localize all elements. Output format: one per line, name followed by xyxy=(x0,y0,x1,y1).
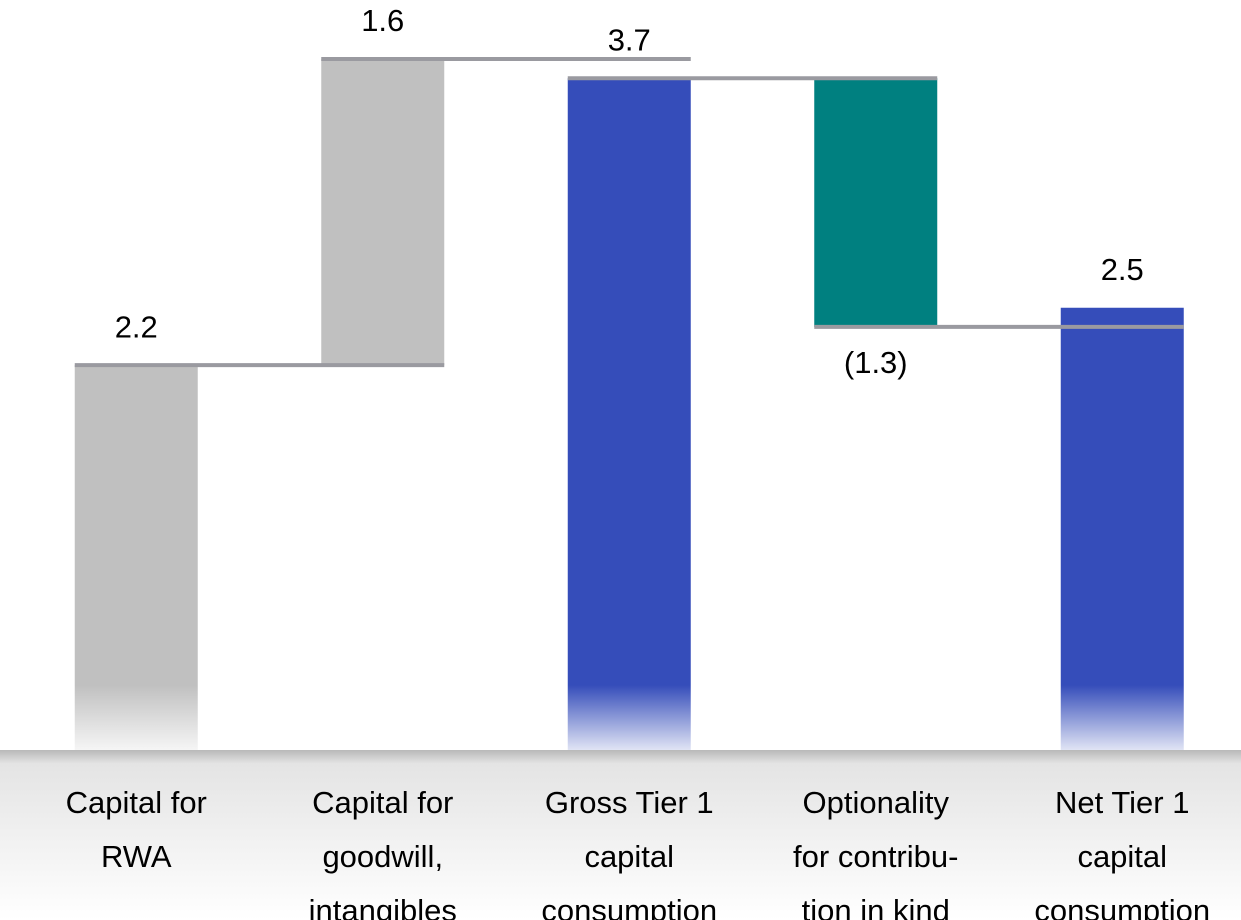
x-tick-label: Net Tier 1 xyxy=(1055,785,1189,820)
bar-fade xyxy=(0,685,1241,750)
value-label: 2.5 xyxy=(1101,252,1144,287)
axis-band xyxy=(0,750,1241,920)
x-tick-label: consumption xyxy=(1034,893,1210,920)
bars xyxy=(74,59,1184,786)
x-tick-label: tion in kind xyxy=(802,893,950,920)
x-tick-label: goodwill, xyxy=(322,839,443,874)
x-tick-label: Optionality xyxy=(803,785,950,820)
value-label: 3.7 xyxy=(608,22,651,57)
value-label: (1.3) xyxy=(844,345,908,380)
x-tick-label: Gross Tier 1 xyxy=(545,785,714,820)
x-tick-label: capital xyxy=(1077,839,1167,874)
value-label: 2.2 xyxy=(115,309,158,344)
x-tick-label: capital xyxy=(584,839,674,874)
x-tick-label: intangibles xyxy=(309,893,457,920)
x-tick-label: Capital for xyxy=(66,785,207,820)
bar xyxy=(814,78,938,327)
x-tick-label: RWA xyxy=(101,839,172,874)
x-tick-label: Capital for xyxy=(312,785,453,820)
bar xyxy=(567,78,691,786)
x-tick-label: for contribu- xyxy=(793,839,958,874)
x-tick-label: consumption xyxy=(541,893,717,920)
bar xyxy=(321,59,445,366)
value-label: 1.6 xyxy=(361,3,404,38)
labels: 2.2 Capital for RWA 1.6 Capital for goodwill,… xyxy=(66,3,1211,920)
